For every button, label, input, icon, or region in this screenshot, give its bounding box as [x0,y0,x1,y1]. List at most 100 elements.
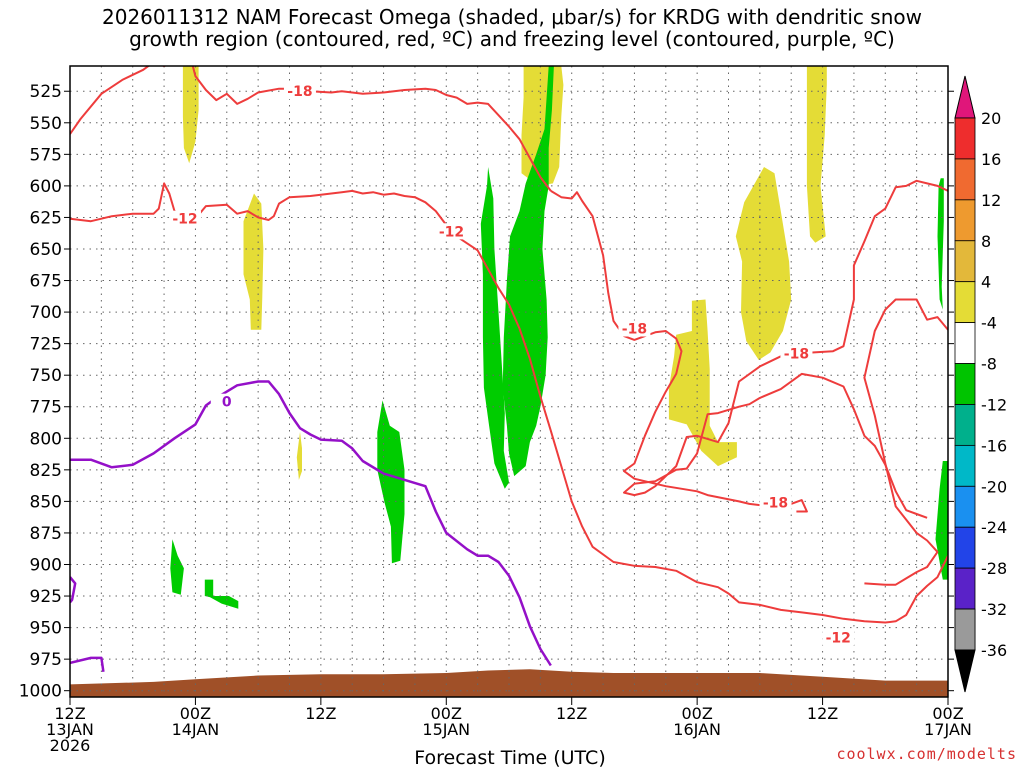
x-tick-label: 14JAN [172,720,220,739]
x-tick-label: 13JAN [46,720,94,739]
x-tick-label: 00Z [932,704,963,723]
omega-yellow-6 [668,299,737,467]
x-tick-label: 16JAN [673,720,721,739]
omega-green-4 [170,539,184,595]
colorbar-label: 4 [981,273,991,292]
x-tick-label: 2026 [50,736,91,755]
plot-area: -18 -12 -12 -18 -18 -18 -12 0 [70,66,948,697]
plot-frame [69,65,949,698]
omega-green-5 [204,579,239,609]
omega-green-6 [937,178,944,310]
colorbar-label: -24 [981,518,1007,537]
contour-label: -12 [439,224,464,240]
contour-label-bg [822,629,855,646]
contour-label-bg [210,393,243,410]
colorbar-swatch [954,363,976,405]
y-tick-label: 950 [30,619,62,639]
colorbar: 20 16 12 8 4 -4 -8 -12 -16 -20 -24 -28 -32 -36 [954,75,1007,693]
colorbar-swatch [954,117,976,160]
y-tick-label: 550 [30,114,62,134]
contour-label: -12 [826,631,851,647]
y-tick-label: 600 [30,177,62,197]
y-tick-label: 750 [30,366,62,386]
colorbar-label: 8 [981,232,991,251]
y-tick-label: 850 [30,492,62,512]
colorbar-swatch [954,444,976,487]
x-tick-label: 12Z [807,704,838,723]
contour-label: -18 [287,84,312,100]
isotherm-m18-right [863,298,948,586]
omega-yellow-2 [243,193,264,330]
omega-yellow-5 [735,167,792,360]
contour-label-bg [283,83,316,100]
x-axis-label: Forecast Time (UTC) [414,747,605,768]
colorbar-swatch [954,526,976,569]
contour-label: -18 [763,496,788,512]
contour-label-bg [168,210,201,227]
omega-yellow-7 [806,66,827,243]
y-tick-label: 625 [30,208,62,228]
contour-label-bg [435,223,468,240]
contour-label-bg [780,345,813,362]
colorbar-top-arrow [954,75,976,119]
omega-green-3 [377,400,405,564]
x-tick-label: 12Z [305,704,336,723]
colorbar-label: 12 [981,191,1001,210]
colorbar-label: -12 [981,395,1007,414]
colorbar-label: -28 [981,559,1007,578]
colorbar-swatch [954,199,976,242]
y-tick-label: 650 [30,240,62,260]
y-tick-label: 775 [30,398,62,418]
x-tick-label: 12Z [556,704,587,723]
y-tick-label: 825 [30,461,62,481]
y-tick-label: 900 [30,555,62,575]
plot-inner: -18 -12 -12 -18 -18 -18 -12 0 [70,66,948,697]
y-tick-label: 525 [30,82,62,102]
y-tick-label: 925 [30,587,62,607]
omega-yellow-1 [182,66,199,164]
axes: 525 550 575 600 625 650 675 700 725 750 775 800 825 8… [19,65,972,755]
colorbar-label: -32 [981,600,1007,619]
chart-title-line1: 2026011312 NAM Forecast Omega (shaded, μ… [102,5,922,29]
x-tick-label: 12Z [54,704,85,723]
omega-yellow-3 [296,432,302,480]
x-tick-label: 17JAN [924,720,972,739]
chart-title-line2: growth region (contoured, red, ºC) and f… [129,27,895,51]
colorbar-label: 20 [981,109,1001,128]
x-tick-label: 00Z [180,704,211,723]
colorbar-bottom-arrow [954,649,976,693]
colorbar-label: -16 [981,436,1007,455]
y-tick-label: 675 [30,272,62,292]
freezing-level-corner-bottom [70,656,105,672]
y-tick-label: 575 [30,145,62,165]
omega-green-1 [502,66,554,477]
colorbar-swatch [954,158,976,201]
x-tick-label: 00Z [681,704,712,723]
omega-green-2 [480,167,509,489]
colorbar-label: -4 [981,314,997,333]
contour-label-bg [759,494,792,511]
colorbar-label: -8 [981,355,997,374]
y-tick-label: 1000 [19,682,62,702]
omega-yellow-4 [521,66,564,186]
y-tick-label: 700 [30,303,62,323]
contour-label: -18 [622,321,647,337]
colorbar-label: -36 [981,641,1007,660]
colorbar-label: 16 [981,150,1001,169]
omega-green-7 [935,461,948,580]
freezing-level-line [70,380,552,667]
colorbar-swatch [954,608,976,651]
colorbar-swatch [954,240,976,283]
contour-label-bg [618,320,651,337]
x-tick-label: 00Z [431,704,462,723]
colorbar-swatch [954,567,976,610]
freezing-level-corner [70,576,77,604]
contour-label: 0 [222,395,232,411]
colorbar-swatch [954,485,976,528]
isotherm-m12-right [623,179,948,519]
y-tick-label: 800 [30,429,62,449]
colorbar-swatch [954,404,976,446]
y-tick-label: 975 [30,650,62,670]
